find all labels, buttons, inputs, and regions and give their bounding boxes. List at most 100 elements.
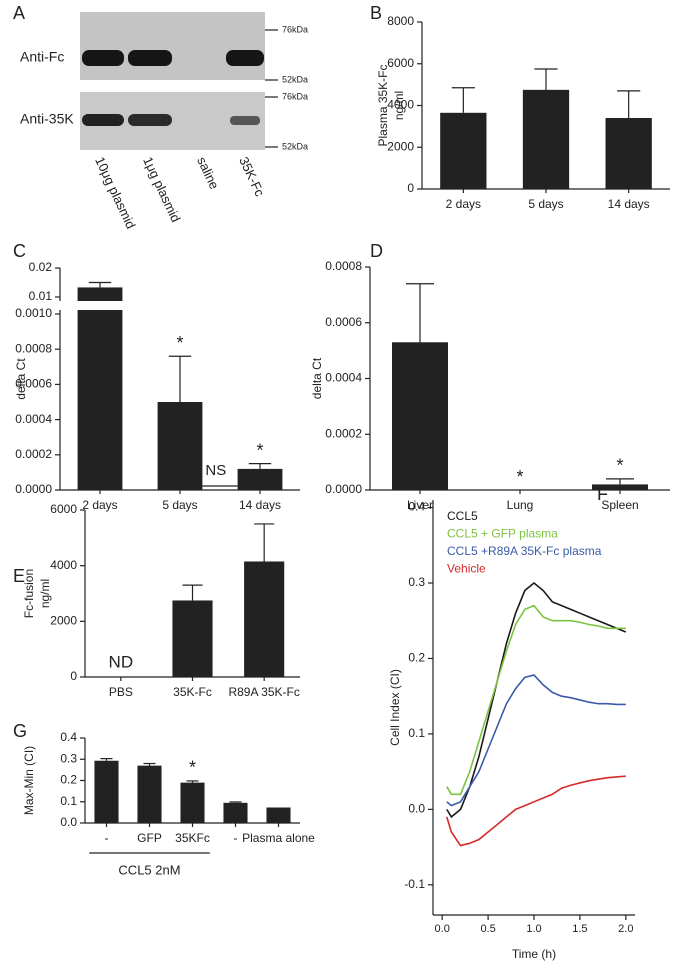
y-axis-label: ng/ml: [38, 579, 52, 608]
legend-label: CCL5 +R89A 35K-Fc plasma: [447, 544, 602, 558]
x-tick-label: R89A 35K-Fc: [228, 685, 299, 699]
significance: *: [256, 440, 263, 460]
y-tick-label: 0.0004: [325, 371, 362, 385]
blot: [80, 12, 278, 150]
band: [226, 50, 264, 66]
y-tick-label: 0.3: [60, 751, 77, 765]
bar: [237, 468, 283, 490]
y-tick-label: 0.2: [60, 773, 77, 787]
y-tick-label: 0.0006: [325, 315, 362, 329]
panel-letter: C: [13, 241, 26, 261]
y-tick-label: 0.0010: [15, 306, 52, 320]
y-tick-label: 6000: [387, 56, 414, 70]
y-tick-label: 0.0008: [325, 259, 362, 273]
bracket-label: NS: [205, 462, 226, 479]
y-tick-label: 0.1: [408, 726, 425, 740]
series-line: [446, 674, 626, 807]
y-tick-label: 0.3: [408, 575, 425, 589]
y-tick-label: 0.0000: [325, 482, 362, 496]
x-tick-label: 2 days: [446, 197, 481, 211]
x-tick-label: -: [105, 831, 109, 845]
bar: [522, 89, 570, 189]
panel-letter: F: [597, 484, 608, 504]
y-axis-label: delta Ct: [310, 357, 324, 399]
x-tick-label: 5 days: [528, 197, 563, 211]
x-tick-label: GFP: [137, 831, 162, 845]
bar: [440, 112, 487, 189]
y-axis-label: Plasma 35K-Fc: [376, 64, 390, 146]
marker-label: 76kDa: [282, 91, 308, 101]
x-tick-label: 35KFc: [175, 831, 210, 845]
panel-letter: G: [13, 721, 27, 741]
legend-label: CCL5: [447, 509, 478, 523]
y-tick-label: 4000: [50, 558, 77, 572]
y-axis-label: Fc-fusion: [22, 569, 36, 618]
y-tick-label: 0.0: [60, 815, 77, 829]
y-axis-label: Max-Min (CI): [22, 746, 36, 815]
marker-label: 52kDa: [282, 74, 308, 84]
bar: [137, 765, 162, 823]
band: [82, 114, 124, 126]
y-tick-label: 0.01: [29, 289, 53, 303]
series-line: [446, 604, 626, 796]
x-tick-label: -: [234, 831, 238, 845]
y-tick-label: 4000: [387, 98, 414, 112]
bar-label: ND: [109, 652, 134, 671]
series-line: [446, 581, 627, 819]
panel-letter: E: [13, 566, 25, 586]
y-tick-label: 0.0002: [15, 447, 52, 461]
y-tick-label: 0.0008: [15, 341, 52, 355]
y-tick-label: 0.0: [408, 802, 425, 816]
bar: [223, 802, 248, 823]
bar: [172, 600, 213, 677]
y-tick-label: 0.2: [408, 651, 425, 665]
panel-letter: B: [370, 3, 382, 23]
y-tick-label: 2000: [50, 614, 77, 628]
bar: [605, 118, 652, 189]
bar: [592, 484, 648, 490]
x-tick-label: 35K-Fc: [173, 685, 212, 699]
x-tick-label: 0.5: [480, 923, 495, 935]
y-tick-label: 0.4: [408, 500, 425, 514]
blot-membrane: [80, 12, 265, 80]
lane-label: 10μg plasmid: [92, 154, 138, 231]
lane-label: 1μg plasmid: [140, 154, 183, 224]
band: [128, 50, 172, 66]
band: [82, 50, 124, 66]
axis-break: [54, 301, 300, 310]
marker-label: 76kDa: [282, 24, 308, 34]
y-tick-label: 0.0004: [15, 412, 52, 426]
lane-label: saline: [194, 154, 222, 191]
band: [128, 114, 172, 126]
blot-row-label: Anti-Fc: [20, 49, 64, 65]
significance: *: [516, 467, 523, 487]
x-tick-label: 14 days: [608, 197, 650, 211]
y-tick-label: 0.0000: [15, 482, 52, 496]
x-tick-label: 14 days: [239, 498, 281, 512]
bar: [94, 760, 119, 823]
bar: [157, 402, 203, 490]
blot-row-label: Anti-35K: [20, 111, 74, 127]
y-tick-label: 0.4: [60, 730, 77, 744]
y-tick-label: 0: [70, 669, 77, 683]
y-tick-label: -0.1: [404, 877, 425, 891]
x-tick-label: 5 days: [162, 498, 197, 512]
y-tick-label: 0.1: [60, 794, 77, 808]
x-tick-label: Liver: [407, 498, 433, 512]
y-tick-label: 8000: [387, 14, 414, 28]
y-tick-label: 0: [407, 181, 414, 195]
x-tick-label: Lung: [507, 498, 534, 512]
band: [230, 116, 260, 125]
legend-label: CCL5 + GFP plasma: [447, 527, 558, 541]
bar: [180, 782, 205, 823]
x-tick-label: 2.0: [618, 923, 633, 935]
x-tick-label: Spleen: [601, 498, 638, 512]
bar: [392, 342, 448, 490]
x-tick-label: 1.5: [572, 923, 587, 935]
legend-label: Vehicle: [447, 562, 486, 576]
y-tick-label: 0.0006: [15, 377, 52, 391]
x-axis-label: Time (h): [512, 947, 556, 961]
x-tick-label: PBS: [109, 685, 133, 699]
y-tick-label: 6000: [50, 502, 77, 516]
